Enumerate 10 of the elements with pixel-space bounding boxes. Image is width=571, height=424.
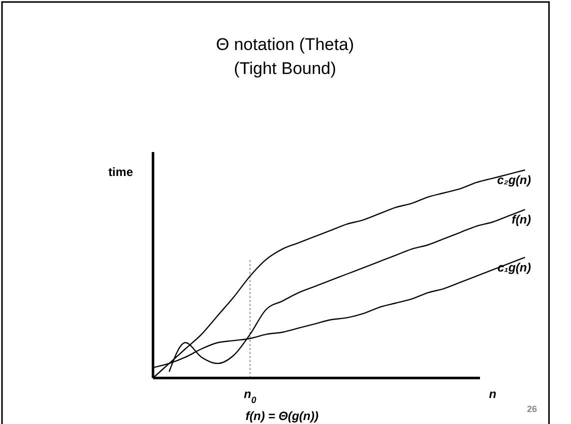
x-tick-label: n <box>488 387 496 401</box>
series-label: f(n) <box>512 212 531 227</box>
chart-title: Θ notation (Theta) <box>216 35 354 54</box>
text: 26 <box>526 404 537 414</box>
chart-subtitle: (Tight Bound) <box>234 59 336 78</box>
series-label: c₁g(n) <box>497 260 531 274</box>
text: f(n) = Θ(g(n)) <box>246 409 318 423</box>
y-axis-title: time <box>108 165 134 179</box>
series-label: c₂g(n) <box>497 173 531 187</box>
x-tick-label: n$_{0}$ <box>244 387 256 405</box>
